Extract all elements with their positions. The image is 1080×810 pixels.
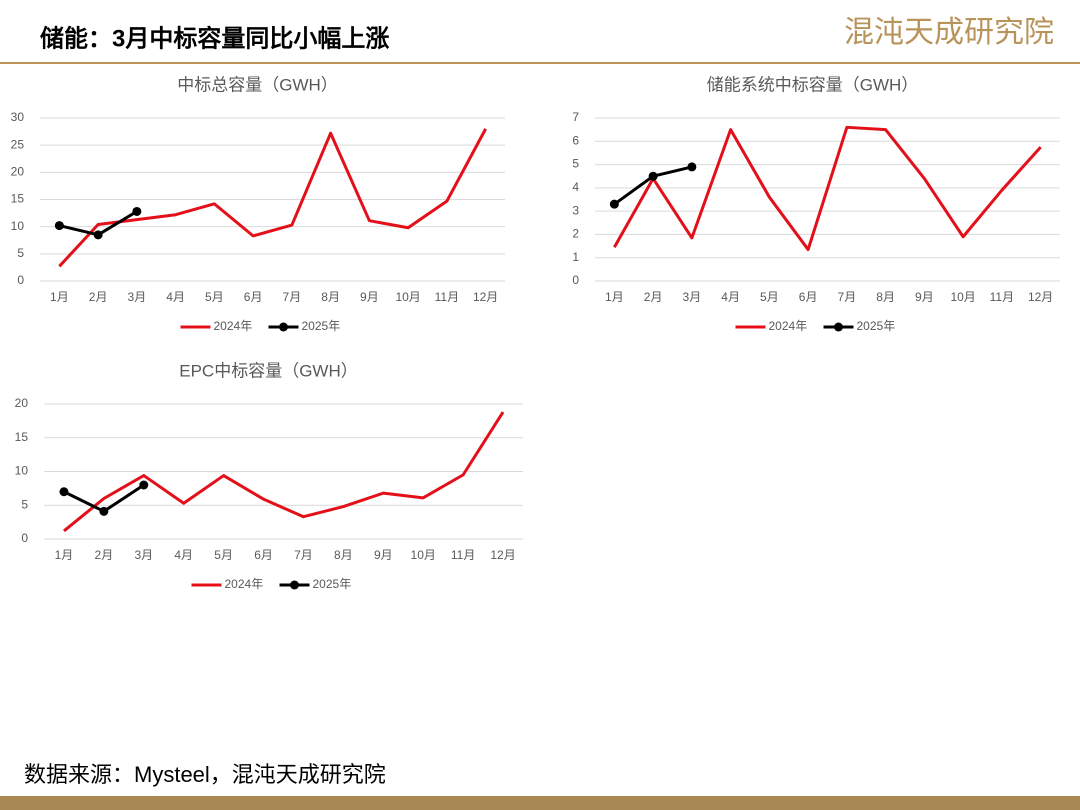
y-tick-label: 5 [17, 246, 24, 260]
x-tick-label: 6月 [799, 290, 818, 304]
x-tick-label: 2月 [89, 290, 108, 304]
point [132, 206, 142, 216]
x-tick-label: 7月 [294, 548, 313, 562]
legend-label: 2025年 [302, 319, 341, 333]
x-tick-label: 11月 [451, 548, 475, 562]
y-tick-label: 2 [572, 227, 579, 241]
y-tick-label: 5 [21, 497, 28, 511]
x-tick-label: 5月 [214, 548, 233, 562]
x-tick-label: 7月 [283, 290, 302, 304]
series-line [58, 128, 487, 268]
x-tick-label: 12月 [473, 290, 498, 304]
x-tick-label: 6月 [244, 290, 263, 304]
point [99, 506, 109, 516]
x-tick-label: 8月 [321, 290, 340, 304]
x-tick-label: 10月 [395, 290, 420, 304]
x-tick-label: 12月 [490, 548, 515, 562]
y-tick-label: 7 [572, 110, 579, 124]
x-tick-label: 1月 [55, 548, 74, 562]
x-tick-label: 1月 [605, 290, 624, 304]
y-tick-label: 3 [572, 203, 579, 217]
y-tick-label: 30 [11, 110, 25, 124]
x-tick-label: 9月 [915, 290, 934, 304]
x-tick-label: 3月 [134, 548, 153, 562]
source: 数据来源：Mysteel，混沌天成研究院 [24, 762, 386, 787]
x-tick-label: 12月 [1028, 290, 1053, 304]
point [687, 162, 697, 172]
legend-label: 2025年 [857, 319, 896, 333]
point [54, 221, 64, 231]
x-tick-label: 8月 [334, 548, 353, 562]
y-tick-label: 20 [11, 165, 25, 179]
y-tick-label: 0 [572, 273, 579, 287]
y-tick-label: 0 [21, 531, 28, 545]
y-tick-label: 10 [15, 464, 29, 478]
x-tick-label: 11月 [435, 290, 459, 304]
y-tick-label: 15 [11, 192, 25, 206]
point [139, 480, 149, 490]
y-tick-label: 5 [572, 157, 579, 171]
series-line [63, 411, 505, 533]
x-tick-label: 2月 [644, 290, 663, 304]
x-tick-label: 4月 [721, 290, 740, 304]
x-tick-label: 4月 [166, 290, 185, 304]
y-tick-label: 25 [11, 137, 25, 151]
x-tick-label: 3月 [683, 290, 702, 304]
x-tick-label: 5月 [760, 290, 779, 304]
x-tick-label: 4月 [174, 548, 193, 562]
chart-title: 储能系统中标容量（GWH） [707, 75, 919, 94]
x-tick-label: 7月 [838, 290, 857, 304]
x-tick-label: 10月 [411, 548, 436, 562]
point [609, 199, 619, 209]
x-tick-label: 3月 [128, 290, 147, 304]
y-tick-label: 4 [572, 180, 579, 194]
legend-marker [834, 322, 843, 332]
legend-label: 2024年 [214, 319, 253, 333]
x-tick-label: 5月 [205, 290, 224, 304]
logo: 混沌天成研究院 [844, 16, 1054, 49]
y-tick-label: 1 [572, 250, 579, 264]
x-tick-label: 9月 [374, 548, 393, 562]
point [59, 487, 69, 497]
x-tick-label: 10月 [950, 290, 975, 304]
x-tick-label: 1月 [50, 290, 69, 304]
x-tick-label: 2月 [95, 548, 114, 562]
chart-title: 中标总容量（GWH） [177, 75, 338, 94]
x-tick-label: 6月 [254, 548, 273, 562]
point [648, 171, 658, 181]
y-tick-label: 15 [15, 430, 29, 444]
legend-marker [290, 580, 299, 590]
x-tick-label: 11月 [990, 290, 1014, 304]
chart-title: EPC中标容量（GWH） [179, 361, 358, 380]
legend-label: 2024年 [225, 577, 264, 591]
y-tick-label: 10 [11, 219, 25, 233]
legend-label: 2025年 [313, 577, 352, 591]
series-line [613, 125, 1042, 252]
x-tick-label: 9月 [360, 290, 379, 304]
slide-title: 储能：3月中标容量同比小幅上涨 [40, 24, 389, 52]
legend-marker [279, 322, 288, 332]
legend-label: 2024年 [769, 319, 808, 333]
y-tick-label: 0 [17, 273, 24, 287]
y-tick-label: 20 [15, 396, 29, 410]
footer-bar [0, 796, 1080, 810]
y-tick-label: 6 [572, 133, 579, 147]
point [93, 230, 103, 240]
x-tick-label: 8月 [876, 290, 895, 304]
